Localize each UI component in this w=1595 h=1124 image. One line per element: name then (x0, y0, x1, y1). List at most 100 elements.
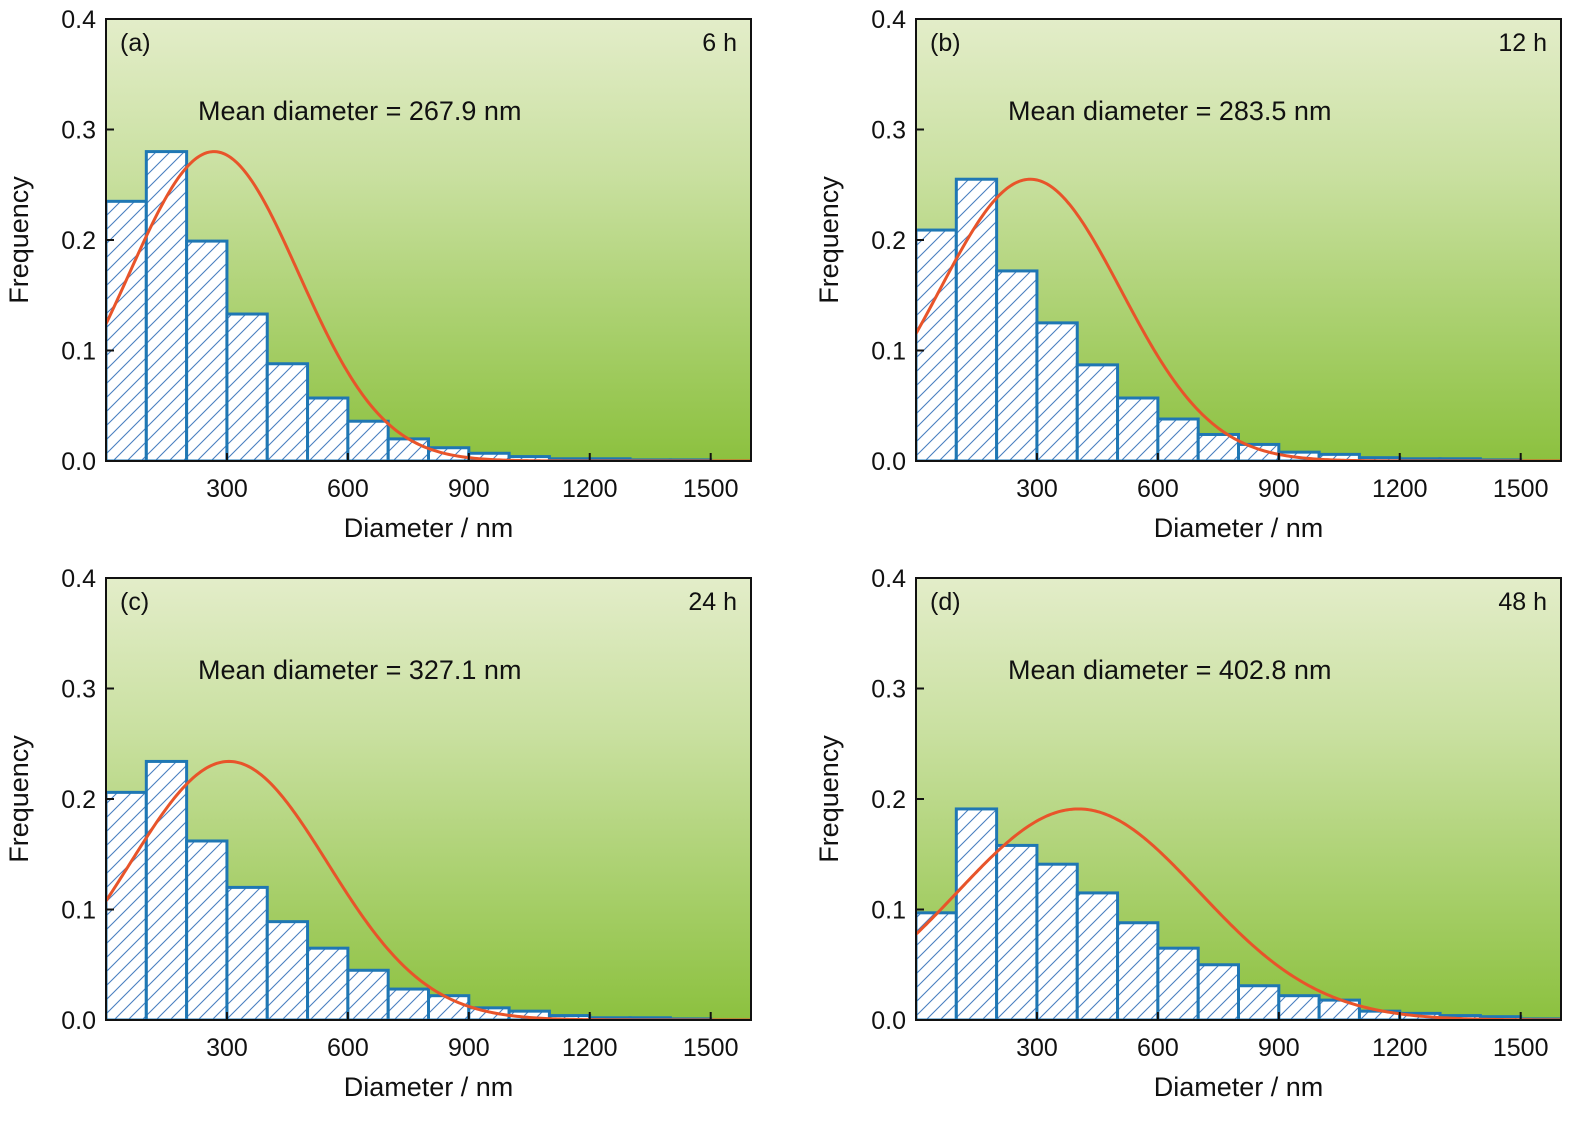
histogram-bar (106, 790, 148, 1020)
histogram-bar (106, 199, 148, 461)
y-axis-title: Frequency (4, 735, 34, 863)
mean-diameter-annotation: Mean diameter = 402.8 nm (1008, 655, 1331, 685)
histogram-bar (1196, 432, 1240, 461)
histogram-bar (225, 312, 269, 461)
y-tick-label: 0.0 (871, 1007, 906, 1035)
x-tick-label: 900 (1258, 1034, 1300, 1062)
y-tick-label: 0.3 (61, 676, 96, 704)
y-tick-label: 0.4 (61, 6, 96, 34)
histogram-bar (144, 150, 189, 461)
mean-diameter-annotation: Mean diameter = 327.1 nm (198, 655, 521, 685)
panel-a: 0.0 0.1 0.2 0.3 0.4 300 600 900 1200 1500 Diameter… (4, 6, 752, 543)
y-tick-label: 0.4 (871, 6, 906, 34)
time-label: 48 h (1498, 588, 1547, 616)
fit-curve (916, 807, 1561, 1020)
panel-label: (a) (120, 29, 151, 57)
x-tick-label: 300 (1016, 475, 1058, 503)
x-tick-label: 1500 (1493, 475, 1549, 503)
x-axis-title: Diameter / nm (1154, 513, 1324, 543)
x-tick-label: 600 (327, 475, 369, 503)
x-axis-title: Diameter / nm (1154, 1072, 1324, 1102)
histogram-bar (1116, 396, 1160, 461)
histogram-bar (916, 228, 958, 461)
panel-d: 0.0 0.1 0.2 0.3 0.4 300 600 900 1200 1500 Diameter… (814, 565, 1562, 1102)
x-axis-title: Diameter / nm (344, 513, 514, 543)
histogram-bar (1237, 984, 1281, 1020)
y-axis-title: Frequency (814, 735, 844, 863)
time-label: 6 h (702, 29, 737, 57)
y-tick-label: 0.1 (871, 897, 906, 925)
histogram-bar (306, 396, 350, 461)
y-tick-label: 0.2 (871, 786, 906, 814)
histogram-bar (1035, 862, 1079, 1020)
histogram-bar (995, 269, 1039, 461)
y-tick-label: 0.1 (871, 338, 906, 366)
histogram-bar (1196, 963, 1240, 1020)
mean-diameter-annotation: Mean diameter = 283.5 nm (1008, 96, 1331, 126)
histogram-bar (954, 177, 999, 461)
x-tick-label: 1500 (1493, 1034, 1549, 1062)
y-tick-label: 0.4 (871, 565, 906, 593)
panel-c: 0.0 0.1 0.2 0.3 0.4 300 600 900 1200 1500 Diameter… (4, 565, 752, 1102)
y-tick-label: 0.3 (871, 117, 906, 145)
histogram-bar (386, 987, 430, 1020)
histogram-bar (185, 839, 229, 1020)
x-tick-label: 300 (1016, 1034, 1058, 1062)
histogram-bar (144, 759, 189, 1020)
histogram-bar (1277, 994, 1321, 1020)
x-tick-label: 1500 (683, 475, 739, 503)
x-tick-label: 1500 (683, 1034, 739, 1062)
y-tick-label: 0.2 (871, 227, 906, 255)
panel-label: (d) (930, 588, 961, 616)
y-axis-title: Frequency (814, 176, 844, 304)
x-tick-label: 600 (1137, 475, 1179, 503)
histogram-bar (1116, 921, 1160, 1020)
x-axis-title: Diameter / nm (344, 1072, 514, 1102)
y-tick-label: 0.0 (61, 448, 96, 476)
histogram-bar (386, 437, 430, 461)
y-tick-label: 0.3 (871, 676, 906, 704)
panel-label: (b) (930, 29, 961, 57)
histogram-bar (265, 362, 310, 461)
histogram-bar (225, 885, 269, 1020)
histogram-bar (1156, 417, 1200, 461)
fit-curve (106, 150, 751, 461)
histogram-bar (306, 946, 350, 1020)
time-label: 24 h (688, 588, 737, 616)
x-tick-label: 900 (448, 475, 490, 503)
y-tick-label: 0.1 (61, 338, 96, 366)
y-tick-label: 0.2 (61, 227, 96, 255)
x-tick-label: 1200 (1372, 1034, 1428, 1062)
histogram-bar (1156, 946, 1200, 1020)
x-tick-label: 900 (1258, 475, 1300, 503)
histogram-bar (265, 920, 310, 1020)
panel-b: 0.0 0.1 0.2 0.3 0.4 300 600 900 1200 1500 Diameter… (814, 6, 1562, 543)
x-tick-label: 600 (327, 1034, 369, 1062)
mean-diameter-annotation: Mean diameter = 267.9 nm (198, 96, 521, 126)
x-tick-label: 1200 (562, 1034, 618, 1062)
x-tick-label: 900 (448, 1034, 490, 1062)
panel-label: (c) (120, 588, 149, 616)
x-tick-label: 600 (1137, 1034, 1179, 1062)
histogram-bar (995, 843, 1039, 1020)
time-label: 12 h (1498, 29, 1547, 57)
y-tick-label: 0.2 (61, 786, 96, 814)
x-tick-label: 300 (206, 1034, 248, 1062)
y-tick-label: 0.4 (61, 565, 96, 593)
y-axis-title: Frequency (4, 176, 34, 304)
histogram-bar (185, 239, 229, 461)
histogram-bar (427, 994, 471, 1020)
y-tick-label: 0.1 (61, 897, 96, 925)
histogram-bar (1035, 321, 1079, 461)
histogram-bar (1075, 891, 1120, 1020)
y-tick-label: 0.0 (61, 1007, 96, 1035)
x-tick-label: 300 (206, 475, 248, 503)
y-tick-label: 0.3 (61, 117, 96, 145)
histogram-bar (346, 968, 390, 1020)
histogram-bar (954, 807, 999, 1020)
x-tick-label: 1200 (562, 475, 618, 503)
histogram-bar (346, 419, 390, 461)
x-tick-label: 1200 (1372, 475, 1428, 503)
histogram-bar (1075, 363, 1120, 461)
